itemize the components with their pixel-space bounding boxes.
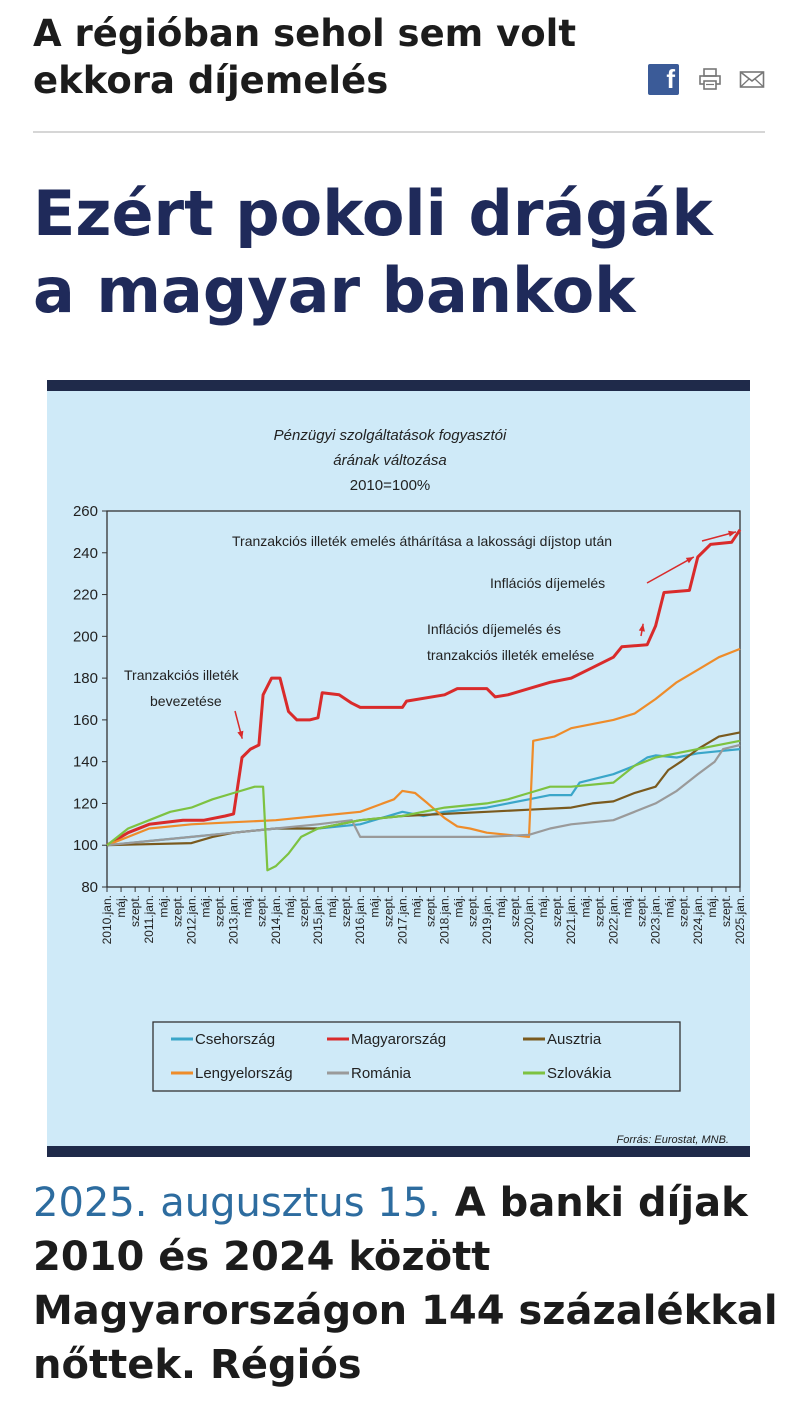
series-line-szlovákia bbox=[106, 739, 741, 872]
series-line-románia bbox=[106, 743, 741, 847]
article-lead-text: A banki díjak 2010 és 2024 között Magyar… bbox=[33, 1180, 778, 1388]
x-tick-label: máj. bbox=[114, 895, 128, 918]
article-lead: 2025. augusztus 15. A banki díjak 2010 é… bbox=[33, 1176, 783, 1392]
series-line-magyarország bbox=[106, 528, 742, 847]
annotation-arrowhead bbox=[237, 730, 244, 739]
series-line-lengyelország bbox=[106, 647, 741, 847]
x-tick-label: szept. bbox=[213, 895, 227, 927]
envelope-icon-graphic bbox=[739, 71, 765, 88]
envelope-icon[interactable] bbox=[739, 64, 765, 94]
legend-label-magyarország: Magyarország bbox=[351, 1031, 446, 1048]
y-tick-label: 140 bbox=[73, 754, 98, 771]
annotation-arrowhead bbox=[728, 530, 736, 537]
x-tick-label: szept. bbox=[592, 895, 606, 927]
chart-source: Forrás: Eurostat, MNB. bbox=[617, 1134, 729, 1146]
facebook-icon[interactable]: f bbox=[648, 64, 679, 95]
x-tick-label: 2025.jan. bbox=[733, 895, 747, 944]
annotation-arrow bbox=[646, 556, 695, 584]
x-tick-label: 2018.jan. bbox=[438, 895, 452, 944]
annotation-text: Tranzakciós illeték bbox=[124, 667, 240, 683]
y-tick-label: 200 bbox=[73, 628, 98, 645]
x-tick-label: szept. bbox=[424, 895, 438, 927]
x-tick-label: 2015.jan. bbox=[311, 895, 325, 944]
chart-title-line-1: Pénzügyi szolgáltatások fogyasztói bbox=[274, 427, 507, 444]
x-tick-label: máj. bbox=[536, 895, 550, 918]
x-tick-label: szept. bbox=[719, 895, 733, 927]
x-tick-label: szept. bbox=[128, 895, 142, 927]
annotation-text: tranzakciós illeték emelése bbox=[427, 647, 595, 663]
x-tick-label: szept. bbox=[550, 895, 564, 927]
x-tick-label: szept. bbox=[466, 895, 480, 927]
x-tick-label: 2022.jan. bbox=[606, 895, 620, 944]
x-tick-label: máj. bbox=[325, 895, 339, 918]
x-tick-label: máj. bbox=[241, 895, 255, 918]
chart-figure: Pénzügyi szolgáltatások fogyasztói árának… bbox=[47, 380, 750, 1157]
printer-icon[interactable] bbox=[698, 64, 722, 94]
x-tick-label: 2010.jan. bbox=[100, 895, 114, 944]
x-tick-label: máj. bbox=[663, 895, 677, 918]
x-tick-label: máj. bbox=[452, 895, 466, 918]
y-tick-label: 160 bbox=[73, 712, 98, 729]
price-change-chart: Pénzügyi szolgáltatások fogyasztói árának… bbox=[73, 427, 747, 1146]
annotation-text: Inflációs díjemelés bbox=[490, 575, 605, 591]
annotation-text: Tranzakciós illeték emelés áthárítása a … bbox=[232, 533, 612, 549]
legend-label-lengyelország: Lengyelország bbox=[195, 1065, 293, 1082]
chart-title-line-2: árának változása bbox=[333, 452, 446, 469]
x-tick-label: máj. bbox=[367, 895, 381, 918]
x-tick-label: máj. bbox=[409, 895, 423, 918]
legend-label-románia: Románia bbox=[351, 1065, 412, 1082]
x-tick-label: máj. bbox=[705, 895, 719, 918]
annotation-arrowhead bbox=[685, 556, 694, 564]
series-line-ausztria bbox=[106, 731, 741, 847]
x-tick-label: 2023.jan. bbox=[649, 895, 663, 944]
x-tick-label: szept. bbox=[508, 895, 522, 927]
article-headline: Ezért pokoli drágák a magyar bankok bbox=[33, 177, 713, 327]
chart-subtitle: 2010=100% bbox=[350, 477, 431, 494]
legend-label-csehország: Csehország bbox=[195, 1031, 275, 1048]
annotation-text: Inflációs díjemelés és bbox=[427, 621, 561, 637]
header-divider bbox=[33, 131, 765, 133]
x-tick-label: máj. bbox=[283, 895, 297, 918]
plot-area-border bbox=[106, 510, 741, 888]
article-kicker: A régióban sehol sem volt ekkora díjemel… bbox=[33, 12, 577, 102]
y-tick-label: 120 bbox=[73, 795, 98, 812]
x-tick-label: máj. bbox=[494, 895, 508, 918]
y-tick-label: 260 bbox=[73, 503, 98, 520]
x-tick-label: 2017.jan. bbox=[395, 895, 409, 944]
x-tick-label: szept. bbox=[255, 895, 269, 927]
facebook-glyph: f bbox=[666, 64, 675, 94]
x-tick-label: máj. bbox=[620, 895, 634, 918]
legend-box bbox=[152, 1021, 681, 1092]
y-tick-label: 100 bbox=[73, 837, 98, 854]
annotation-arrowhead bbox=[638, 623, 645, 632]
y-tick-label: 240 bbox=[73, 545, 98, 562]
y-tick-label: 220 bbox=[73, 587, 98, 604]
x-tick-label: 2014.jan. bbox=[269, 895, 283, 944]
x-tick-label: máj. bbox=[156, 895, 170, 918]
x-tick-label: szept. bbox=[170, 895, 184, 927]
legend-label-ausztria: Ausztria bbox=[547, 1031, 602, 1048]
x-tick-label: 2019.jan. bbox=[480, 895, 494, 944]
x-tick-label: 2011.jan. bbox=[142, 895, 156, 944]
article-date: 2025. augusztus 15. bbox=[33, 1180, 441, 1226]
y-tick-label: 180 bbox=[73, 670, 98, 687]
x-tick-label: szept. bbox=[297, 895, 311, 927]
y-tick-label: 80 bbox=[81, 879, 98, 896]
annotation-text: bevezetése bbox=[150, 693, 222, 709]
x-tick-label: szept. bbox=[635, 895, 649, 927]
x-tick-label: máj. bbox=[198, 895, 212, 918]
x-tick-label: szept. bbox=[339, 895, 353, 927]
x-tick-label: 2012.jan. bbox=[184, 895, 198, 944]
x-tick-label: 2016.jan. bbox=[353, 895, 367, 944]
series-line-csehország bbox=[106, 748, 741, 847]
x-tick-label: 2013.jan. bbox=[227, 895, 241, 944]
x-tick-label: 2024.jan. bbox=[691, 895, 705, 944]
x-tick-label: 2021.jan. bbox=[564, 895, 578, 944]
printer-icon-graphic bbox=[699, 68, 721, 90]
x-tick-label: szept. bbox=[381, 895, 395, 927]
x-tick-label: 2020.jan. bbox=[522, 895, 536, 944]
x-tick-label: szept. bbox=[677, 895, 691, 927]
legend-label-szlovákia: Szlovákia bbox=[547, 1065, 612, 1082]
x-tick-label: máj. bbox=[578, 895, 592, 918]
